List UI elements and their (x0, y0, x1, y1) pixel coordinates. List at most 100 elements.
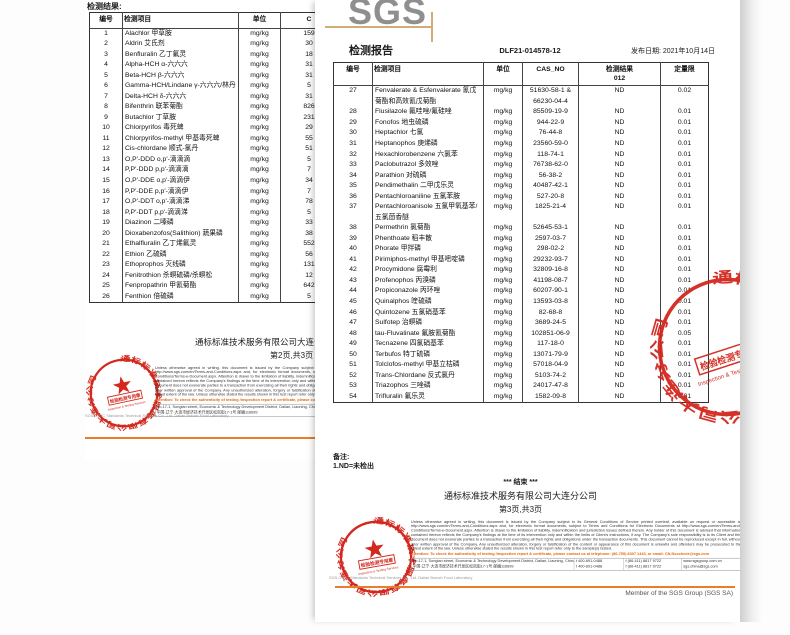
svg-text:通标标准技术服务有限公司大连分公司: 通标标准技术服务有限公司大连分公司 (331, 512, 421, 602)
table-row: 49 Tecnazene 四氯硝基苯 mg/kg 117-18-0 ND 0.0… (334, 339, 709, 350)
cell-cas: 29 (280, 123, 315, 134)
cell-cas: 527-20-8 (522, 191, 579, 203)
cell-loq: 0.01 (660, 117, 709, 129)
cell-result: ND (578, 296, 661, 308)
cell-unit: mg/kg (483, 170, 523, 182)
cell-item: Ethoprophos 灭线磷 (122, 260, 239, 271)
table-row: 31 Heptanophos 庚烯磷 mg/kg 23560-59-0 ND 0… (334, 139, 709, 150)
result-header-line1: 检测结果 (605, 66, 634, 73)
cell-no: 4 (104, 61, 108, 69)
cell-unit: mg/kg (238, 91, 281, 103)
cell-no: 28 (349, 108, 357, 116)
cell-item: Tolclofos-methyl 甲基立枯磷 (372, 360, 484, 371)
cell-loq: 0.01 (660, 202, 709, 224)
cell-cas: 52645-53-1 (522, 223, 579, 234)
cell-cas: 5103-74-2 (522, 370, 579, 382)
table-row: 15 O,P'-DDE o,p'-滴滴伊 mg/kg 34 (90, 175, 315, 187)
cell-item: Propiconazole 丙环唑 (372, 286, 484, 297)
cell-item: Cis-chlordane 顺式-氯丹 (122, 144, 239, 155)
table-row: 28 Flusilazole 氟哇唑/氟硅唑 mg/kg 85509-19-9 … (334, 107, 709, 118)
cell-cas: 23560-59-0 (522, 139, 579, 150)
cell-no: 18 (102, 208, 110, 216)
cell-item: Parathion 对硫磷 (372, 170, 484, 182)
cell-loq: 0.01 (660, 191, 709, 203)
cell-result: ND (578, 307, 661, 319)
attention-text: Attention: To check the authenticity of … (411, 552, 710, 557)
cell-item: Trans-Chlordane 反式氯丹 (372, 370, 484, 382)
cell-unit: mg/kg (483, 160, 523, 171)
cell-cas: 2597-03-7 (522, 233, 579, 245)
cell-item: Fenpropathrin 甲氰菊酯 (122, 281, 239, 292)
cell-item: Gamma-HCH/Lindane γ-六六六/林丹 (122, 81, 239, 92)
col-header-cas: C (280, 12, 315, 29)
cell-cas: 40487-42-1 (522, 181, 579, 192)
cell-cas: 5 (280, 291, 315, 303)
cell-cas: 76-44-8 (522, 128, 579, 139)
cell-unit: mg/kg (483, 360, 523, 371)
cell-loq: 0.01 (660, 381, 709, 392)
table-row: 10 Chlorpyrifos 毒死蜱 mg/kg 29 (90, 123, 315, 134)
cell-no: 20 (102, 229, 110, 237)
cell-cas: 31 (280, 91, 315, 103)
cell-cas: 34 (280, 175, 315, 187)
table-row: 45 Quinalphos 喹硫磷 mg/kg 13593-03-8 ND 0.… (334, 296, 709, 308)
cell-result: ND (578, 286, 661, 297)
cell-cas: 55 (280, 133, 315, 145)
cell-result: ND (578, 339, 661, 350)
cell-loq: 0.01 (660, 286, 709, 297)
cell-result: ND (578, 170, 661, 182)
results-section-title: 检测结果: (87, 2, 122, 11)
cell-no: 6 (104, 82, 108, 90)
cell-item: Permethrin 氯菊酯 (372, 223, 484, 234)
cell-unit: mg/kg (238, 133, 281, 145)
cell-result: ND (578, 370, 661, 382)
cell-no: 30 (349, 129, 357, 137)
cell-item: Alpha-HCH α-六六六 (122, 60, 239, 71)
table-row: 3 Benfluralin 乙丁氟灵 mg/kg 18 (90, 49, 315, 61)
cell-unit: mg/kg (238, 249, 281, 261)
cell-cas: 76738-62-0 (522, 160, 579, 171)
cell-no: 14 (102, 166, 110, 174)
cell-loq: 0.01 (660, 128, 709, 139)
cell-item: Triazophos 三唑磷 (372, 381, 484, 392)
cell-loq: 0.01 (660, 223, 709, 234)
cell-result: ND (578, 160, 661, 171)
table-row: 37 Pentachloroanisole 五氯甲氧基苯/五氯茴香醚 mg/kg… (334, 202, 709, 224)
table-row: 8 Bifenthrin 联苯菊酯 mg/kg 826 (90, 102, 315, 113)
cell-cas: 5 (280, 154, 315, 166)
table-row: 54 Trifluralin 氟乐灵 mg/kg 1582-09-8 ND 0.… (334, 391, 709, 403)
cell-no: 22 (102, 250, 110, 258)
table-row: 29 Fonofos 地虫硫磷 mg/kg 944-22-9 ND 0.01 (334, 117, 709, 129)
cell-no: 36 (349, 192, 357, 200)
cell-item: Dioxabenzofos(Salithion) 蔬果磷 (122, 228, 239, 240)
cell-no: 42 (349, 266, 357, 274)
cell-unit: mg/kg (483, 370, 523, 382)
cell-unit: mg/kg (483, 307, 523, 319)
results-table-page2: 编号 检测项目 单位 C 1 Alachlor 甲草胺 mg/kg 159 2 … (89, 12, 315, 304)
col-header-unit: 单位 (238, 12, 281, 29)
disclaimer-text: Unless otherwise agreed in writing, this… (155, 366, 315, 397)
cell-result: ND (578, 318, 661, 329)
cell-item: Pirimiphos-methyl 甲基嘧啶磷 (372, 254, 484, 266)
cell-no: 8 (104, 103, 108, 111)
cell-no: 45 (349, 297, 357, 305)
cell-result: ND (578, 328, 661, 340)
cell-no: 27 (349, 87, 357, 95)
fax-number: f (86-411) 8817 9722 (623, 564, 681, 570)
address-block: No.17-1, Songlan street, Economic & Tech… (155, 403, 315, 417)
star-icon (112, 376, 131, 395)
cell-unit: mg/kg (238, 291, 281, 303)
cell-result: ND (578, 381, 661, 392)
table-row: 32 Hexachlorobenzene 六氯苯 mg/kg 118-74-1 … (334, 149, 709, 161)
cell-unit: mg/kg (483, 149, 523, 161)
cell-no: 19 (102, 219, 110, 227)
cell-cas: 159 (280, 28, 315, 40)
cell-item: Beta-HCH β-六六六 (122, 70, 239, 82)
cell-unit: mg/kg (483, 391, 523, 403)
cell-no: 44 (349, 287, 357, 295)
cell-result: ND (578, 202, 661, 224)
cell-cas: 56-38-2 (522, 170, 579, 182)
page2-footer-company: 通标标准技术服务有限公司大连分公司 (195, 337, 315, 347)
page2-footer-smallprint: Unless otherwise agreed in writing, this… (155, 366, 315, 417)
cell-no: 41 (349, 255, 357, 263)
